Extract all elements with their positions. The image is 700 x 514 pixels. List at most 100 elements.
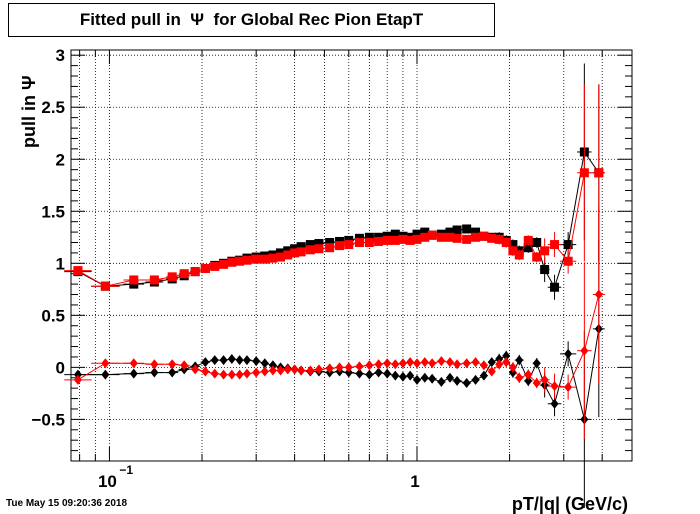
data-point-square [364,237,374,247]
data-point-square [260,254,270,264]
data-point-square [462,224,472,234]
x-tick-label: 10 [98,472,117,491]
data-point-diamond [227,369,236,380]
data-point-diamond [365,360,374,371]
data-point-square [494,234,504,244]
data-point-diamond [235,369,244,380]
chart-title-box: Fitted pull in Ψ for Global Rec Pion Eta… [8,3,495,37]
data-point-square [314,239,324,249]
data-point-diamond [515,372,524,383]
data-point-square [190,267,200,277]
grid-lines [71,50,633,461]
data-point-square [344,240,354,250]
data-point-square [563,240,573,250]
data-point-diamond [594,289,603,300]
data-point-square [514,250,524,260]
data-point-square [167,272,177,282]
data-point-diamond [413,358,422,369]
data-point-diamond [515,355,524,366]
data-point-diamond [73,369,82,380]
data-point-square [523,243,533,253]
data-point-square [420,232,430,242]
x-tick-label-exponent: −1 [119,463,133,477]
data-point-diamond [101,369,110,380]
data-point-diamond [420,357,429,368]
data-point-diamond [101,358,110,369]
data-point-square [452,225,462,235]
y-tick-label: 1.5 [41,202,65,221]
data-point-diamond [487,366,496,377]
data-point-diamond [335,362,344,373]
data-point-square [382,235,392,245]
data-point-square [452,233,462,243]
data-point-square [283,250,293,260]
data-point-diamond [453,359,462,370]
data-point-square [276,252,286,262]
data-point-diamond [471,357,480,368]
series-4 [64,206,605,440]
data-point-square [412,234,422,244]
data-point-diamond [524,369,533,380]
chart-title: Fitted pull in Ψ for Global Rec Pion Eta… [79,10,424,29]
data-point-diamond [580,345,589,356]
data-point-square [540,265,550,275]
data-point-square [445,227,455,237]
data-point-square [364,232,374,242]
data-point-square [462,234,472,244]
data-point-square [550,240,560,250]
data-point-square [445,232,455,242]
data-point-square [532,237,542,247]
data-point-diamond [564,382,573,393]
data-point-diamond [532,358,541,369]
data-point-diamond [383,358,392,369]
data-point-square [523,235,533,245]
x-axis-title: pT/|q| (GeV/c) [512,494,628,514]
data-point-square [314,244,324,254]
data-point-square [268,253,278,263]
data-point-diamond [374,359,383,370]
data-point-diamond [398,371,407,382]
data-point-diamond [283,364,292,375]
timestamp: Tue May 15 09:20:36 2018 [6,498,128,509]
data-point-diamond [540,374,549,385]
data-point-square [390,229,400,239]
data-point-square [550,282,560,292]
data-point-diamond [219,355,228,366]
plot-frame [70,49,633,462]
data-point-square [508,240,518,250]
data-point-diamond [550,398,559,409]
data-point-diamond [129,368,138,379]
data-point-diamond [355,361,364,372]
series-line [77,150,600,289]
data-point-diamond [428,373,437,384]
y-axis-title: pull in Ψ [19,75,39,148]
y-tick-label: 0.5 [41,306,65,325]
data-point-diamond [479,360,488,371]
data-point-diamond [276,365,285,376]
data-point-diamond [383,368,392,379]
data-point-diamond [508,362,517,373]
data-point-diamond [268,365,277,376]
data-point-square [73,266,83,276]
data-point-diamond [180,360,189,371]
data-point-square [227,257,237,267]
data-point-square [405,235,415,245]
data-point-diamond [453,375,462,386]
data-point-square [532,252,542,262]
data-point-square [427,230,437,240]
data-point-diamond [502,350,511,361]
data-point-diamond [191,364,200,375]
data-point-diamond [406,370,415,381]
data-point-square [487,233,497,243]
data-point-diamond [168,367,177,378]
y-tick-label: 0 [56,358,65,377]
data-point-diamond [462,377,471,388]
data-point-diamond [290,364,299,375]
series-1 [64,63,605,300]
data-point-diamond [201,366,210,377]
data-point-diamond [314,364,323,375]
y-tick-label: 1 [56,254,65,273]
data-point-diamond [252,367,261,378]
data-point-diamond [168,359,177,370]
